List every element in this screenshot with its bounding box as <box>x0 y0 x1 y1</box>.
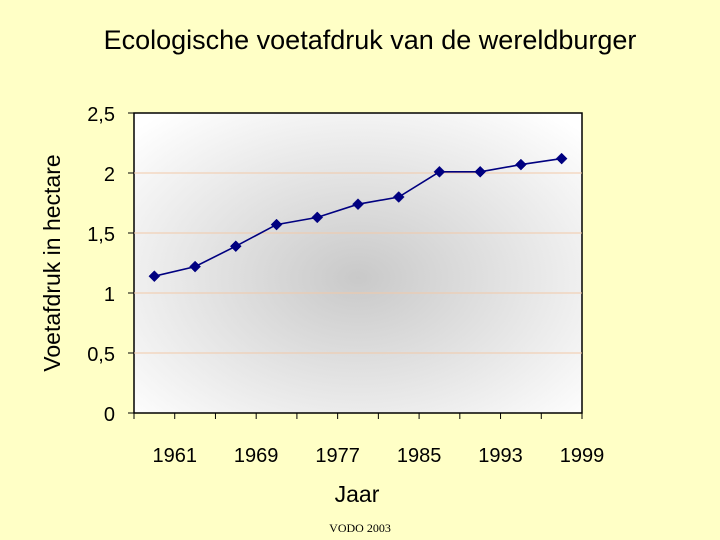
data-point <box>392 191 405 203</box>
y-axis-ticks: 0 0,5 1 1,5 2 2,5 <box>87 104 134 426</box>
x-tick-label: 1993 <box>478 445 523 467</box>
data-point <box>270 218 283 231</box>
data-point <box>474 165 487 178</box>
data-point <box>515 158 527 171</box>
x-tick-label: 1985 <box>397 445 442 467</box>
y-tick-label: 2,5 <box>87 104 115 126</box>
x-tick-label: 1977 <box>315 445 360 467</box>
data-point <box>555 152 568 165</box>
y-tick-label: 0,5 <box>87 344 115 366</box>
series-line <box>148 152 568 283</box>
chart-title: Ecologische voetafdruk van de wereldburg… <box>104 25 637 55</box>
gridlines <box>134 172 582 354</box>
y-tick-label: 2 <box>104 164 115 186</box>
data-point <box>433 165 446 178</box>
source-footer: VODO 2003 <box>329 521 391 535</box>
y-tick-label: 1 <box>104 284 115 306</box>
y-axis-label: Voetafdruk in hectare <box>39 154 65 371</box>
y-tick-label: 1,5 <box>87 224 115 246</box>
x-axis-ticks: 1961 1969 1977 1985 1993 1999 <box>133 413 605 467</box>
data-point <box>148 270 161 283</box>
data-point <box>352 198 364 211</box>
y-tick-label: 0 <box>104 404 115 426</box>
x-tick-label: 1969 <box>234 445 279 467</box>
x-tick-label: 1961 <box>152 445 197 467</box>
plot-area <box>133 112 583 414</box>
data-point <box>189 260 201 273</box>
x-axis-label: Jaar <box>335 481 380 507</box>
x-tick-label: 1999 <box>560 445 605 467</box>
data-point <box>229 240 242 253</box>
data-point <box>311 211 324 224</box>
